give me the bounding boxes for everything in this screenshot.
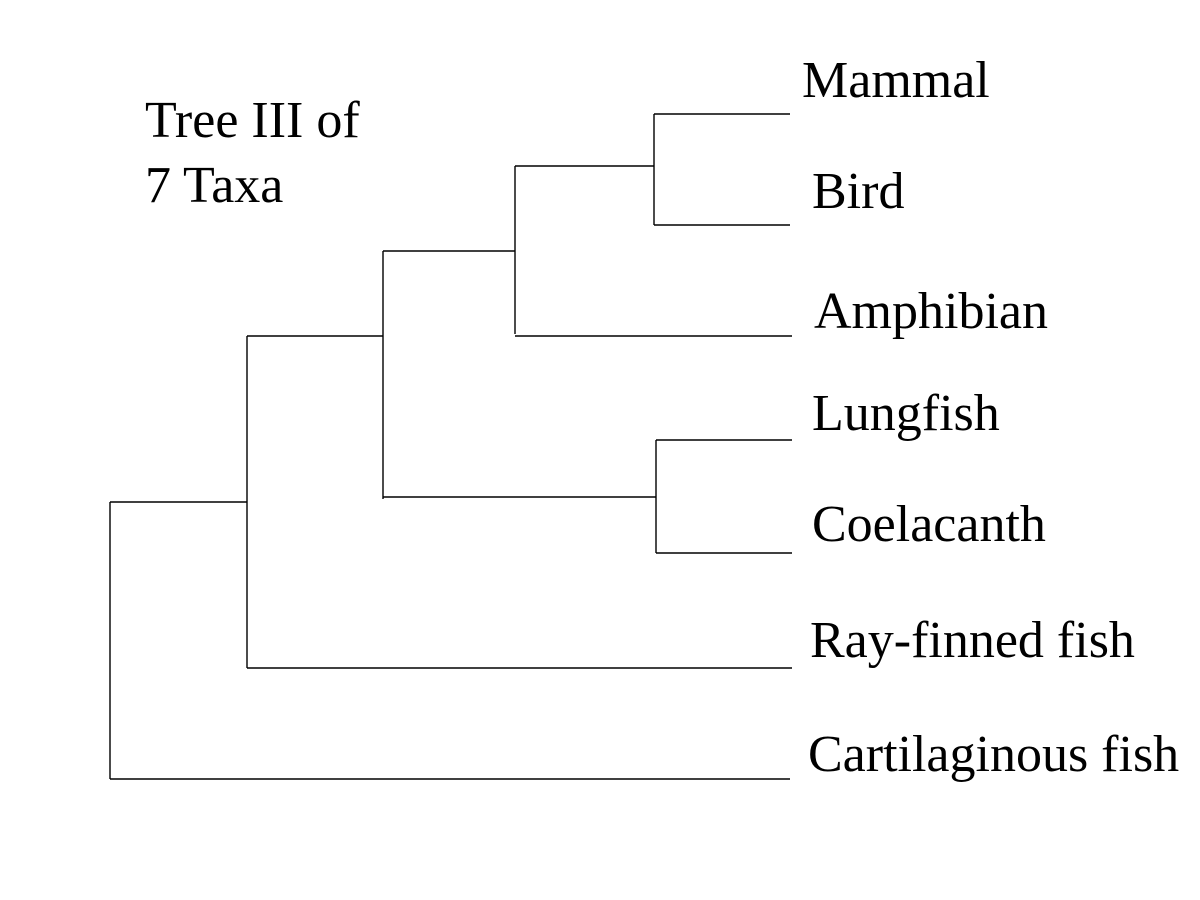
taxon-label: Lungfish [812,385,1000,442]
taxon-label: Coelacanth [812,496,1046,553]
taxon-label: Cartilaginous fish [808,726,1179,783]
title-line: 7 Taxa [145,157,283,214]
branches [109,113,792,780]
title-line: Tree III of [145,92,360,149]
taxon-label: Bird [812,163,904,220]
taxon-label: Mammal [802,52,990,109]
taxon-label: Ray-finned fish [810,612,1135,669]
taxon-label: Amphibian [814,283,1048,340]
